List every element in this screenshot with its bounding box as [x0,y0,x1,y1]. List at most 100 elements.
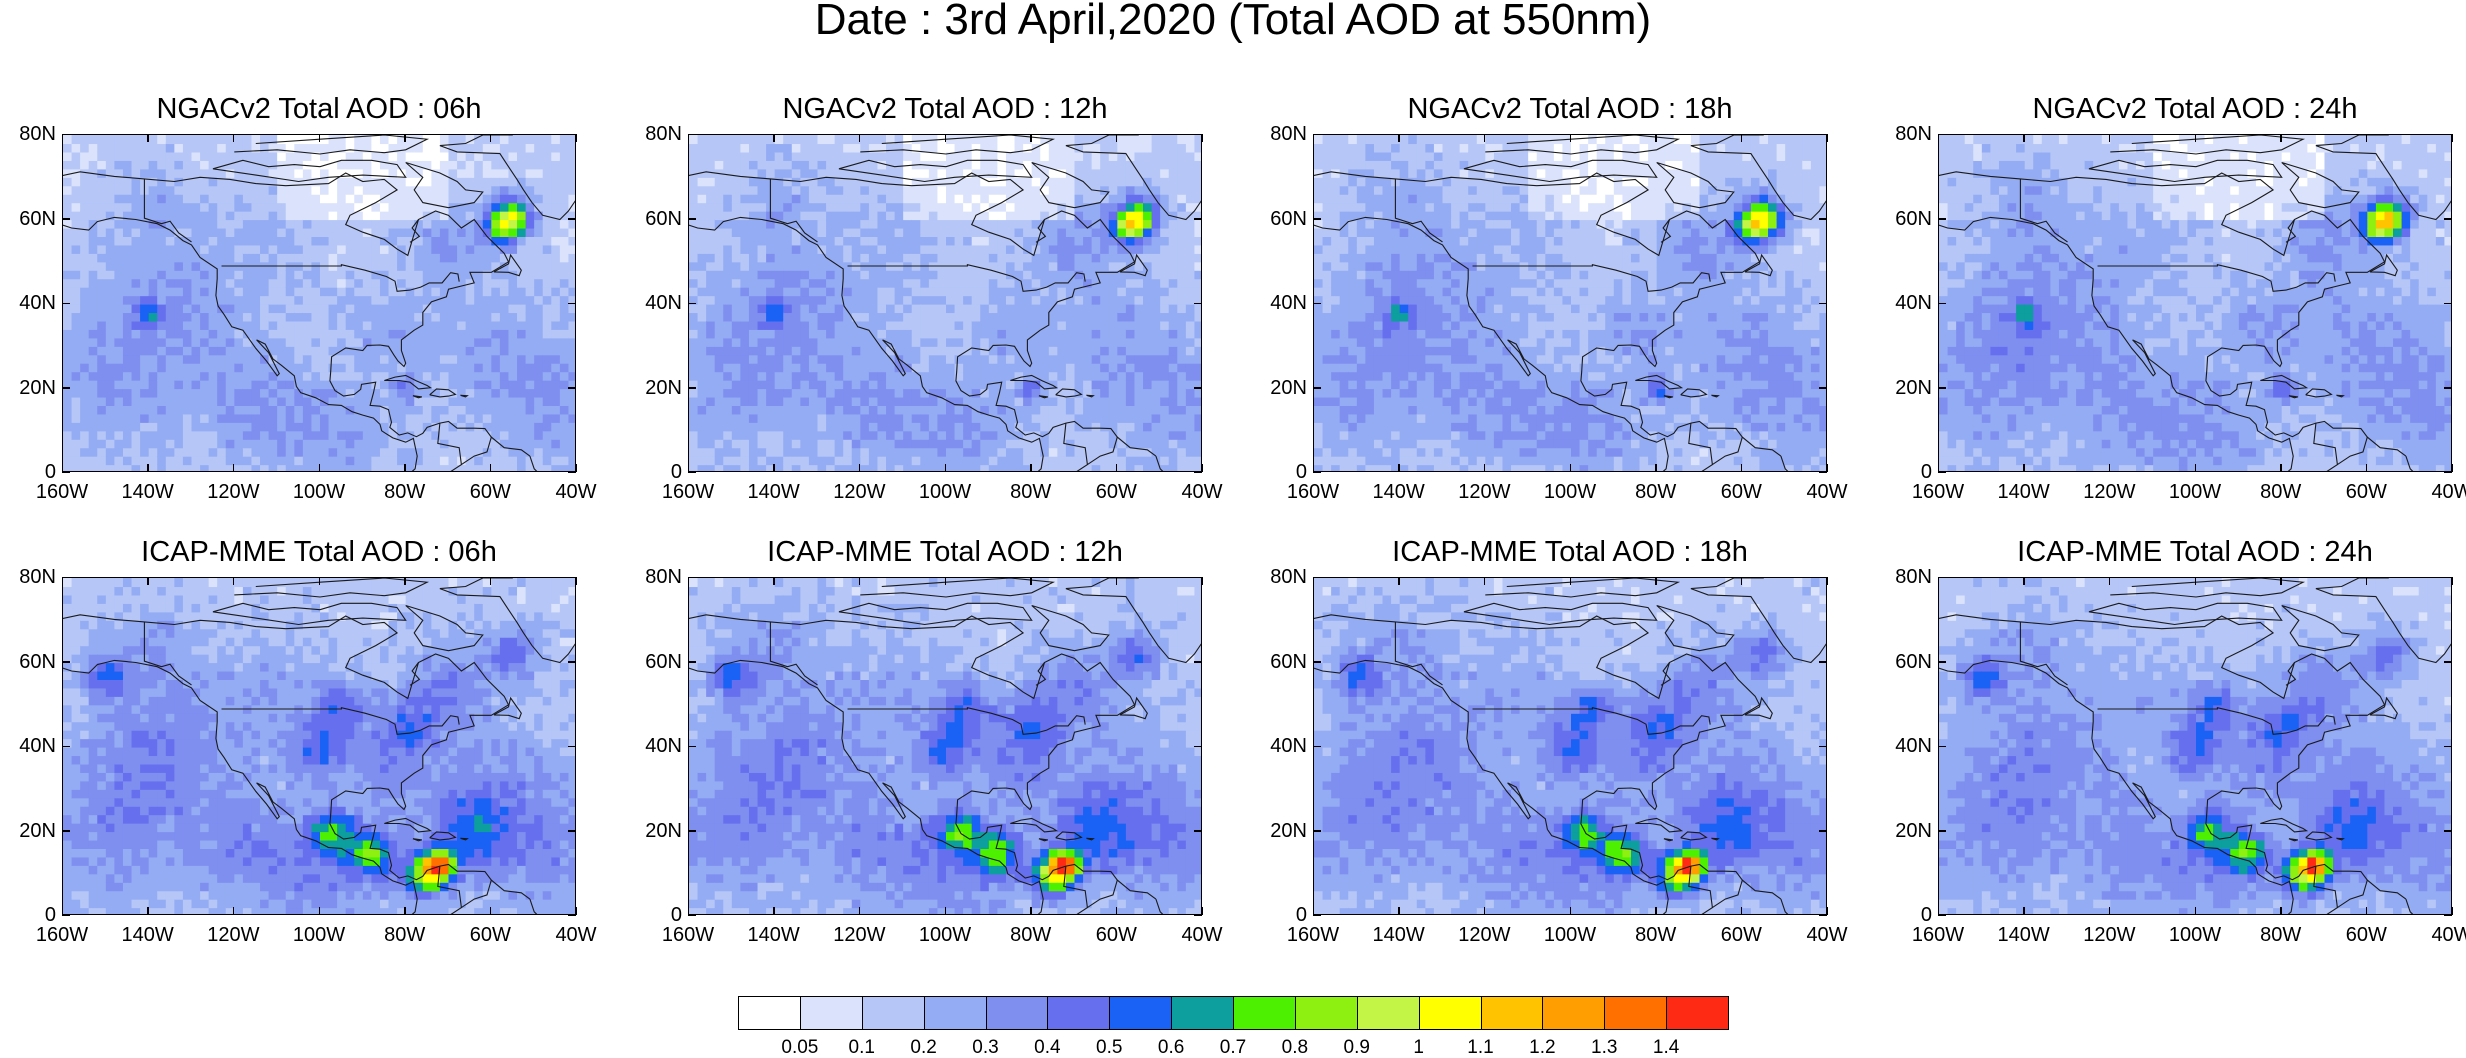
aod-cell [732,465,741,472]
aod-cell [758,380,767,389]
aod-cell [963,380,972,389]
aod-cell [166,405,175,414]
aod-cell [740,405,749,414]
aod-cell [1109,253,1118,262]
aod-cell [320,465,329,472]
aod-cell [140,380,149,389]
aod-cell [732,397,741,406]
aod-cell [217,211,226,220]
aod-cell [698,220,707,229]
aod-cell [980,203,989,212]
aod-cell [1023,279,1032,288]
aod-cell [1006,211,1015,220]
aod-cell [1066,338,1075,347]
aod-cell [114,363,123,372]
aod-cell [1194,279,1202,288]
aod-cell [800,160,809,169]
aod-cell [551,228,560,237]
aod-cell [1083,135,1092,144]
aod-cell [329,414,338,423]
aod-cell [732,304,741,313]
aod-cell [1314,177,1323,186]
aod-cell [1040,422,1049,431]
aod-cell [852,448,861,457]
aod-cell [937,160,946,169]
aod-cell [758,228,767,237]
aod-cell [320,338,329,347]
aod-cell [818,220,827,229]
aod-cell [380,211,389,220]
aod-cell [132,448,141,457]
aod-cell [826,194,835,203]
aod-cell [406,321,415,330]
aod-cell [174,186,183,195]
aod-cell [371,431,380,440]
aod-cell [732,372,741,381]
aod-cell [320,203,329,212]
aod-cell [209,380,218,389]
aod-cell [106,203,115,212]
aod-cell [1177,287,1186,296]
aod-cell [1006,262,1015,271]
aod-cell [920,397,929,406]
aod-cell [311,203,320,212]
aod-cell [929,186,938,195]
aod-cell [457,380,466,389]
aod-cell [877,465,886,472]
aod-cell [1075,245,1084,254]
aod-cell [440,456,449,465]
aod-cell [97,211,106,220]
aod-cell [89,143,98,152]
aod-cell [972,304,981,313]
aod-cell [1006,279,1015,288]
aod-cell [715,355,724,364]
aod-cell [1057,304,1066,313]
aod-cell [1186,389,1195,398]
aod-cell [371,169,380,178]
aod-cell [758,312,767,321]
aod-cell [1083,346,1092,355]
aod-cell [329,245,338,254]
aod-cell [877,448,886,457]
aod-cell [123,439,132,448]
aod-cell [406,312,415,321]
aod-cell [800,203,809,212]
aod-cell [903,389,912,398]
aod-cell [852,439,861,448]
aod-cell [886,448,895,457]
aod-cell [517,228,526,237]
aod-cell [294,372,303,381]
aod-cell [72,152,81,161]
aod-cell [114,253,123,262]
aod-cell [294,279,303,288]
x-tick-mark [1030,464,1032,472]
aod-cell [294,397,303,406]
aod-cell [715,194,724,203]
aod-cell [1100,372,1109,381]
aod-cell [1057,338,1066,347]
aod-cell [706,143,715,152]
aod-cell [1117,287,1126,296]
aod-cell [1143,321,1152,330]
aod-cell [483,169,492,178]
aod-cell [1100,456,1109,465]
aod-cell [843,389,852,398]
aod-cell [732,160,741,169]
aod-cell [860,389,869,398]
aod-cell [783,405,792,414]
aod-cell [123,228,132,237]
aod-cell [800,143,809,152]
aod-cell [277,296,286,305]
aod-cell [698,338,707,347]
aod-cell [1075,372,1084,381]
aod-cell [243,228,252,237]
aod-cell [860,312,869,321]
aod-cell [783,270,792,279]
aod-cell [414,152,423,161]
aod-cell [1092,245,1101,254]
aod-cell [89,355,98,364]
aod-cell [877,363,886,372]
aod-cell [1169,448,1178,457]
aod-cell [800,439,809,448]
aod-cell [311,372,320,381]
